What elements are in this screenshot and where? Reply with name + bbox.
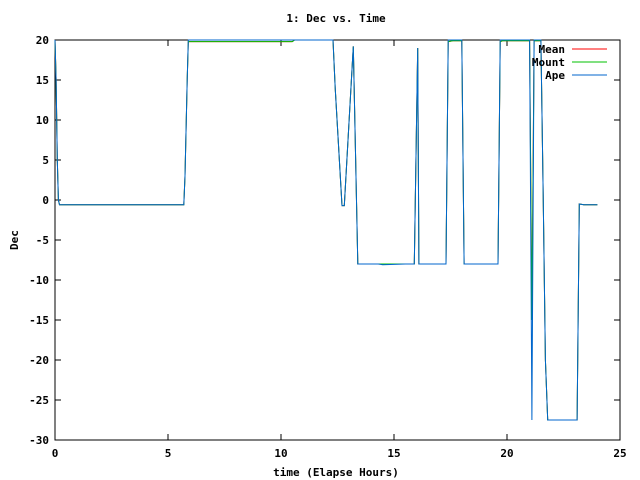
- series-line-mount: [54, 39, 598, 421]
- y-tick-label: -25: [29, 394, 49, 407]
- y-tick-label: 5: [42, 154, 49, 167]
- y-tick-label: 0: [42, 194, 49, 207]
- plot-frame: [54, 39, 621, 441]
- y-tick-label: -5: [36, 234, 49, 247]
- x-tick-label: 15: [387, 447, 400, 460]
- series-line-mean: [54, 39, 598, 421]
- x-tick-label: 0: [52, 447, 59, 460]
- y-tick-label: -15: [29, 314, 49, 327]
- series-lines: [54, 39, 598, 421]
- y-tick-label: 10: [36, 114, 49, 127]
- x-tick-label: 5: [165, 447, 172, 460]
- legend-label-ape: Ape: [545, 69, 565, 82]
- y-tick-label: -20: [29, 354, 49, 367]
- x-tick-label: 10: [274, 447, 287, 460]
- y-tick-label: -10: [29, 274, 49, 287]
- legend-label-mount: Mount: [532, 56, 565, 69]
- x-axis-label: time (Elapse Hours): [273, 466, 399, 479]
- y-tick-label: 20: [36, 34, 49, 47]
- y-tick-label: -30: [29, 434, 49, 447]
- y-tick-label: 15: [36, 74, 49, 87]
- chart-title: 1: Dec vs. Time: [286, 12, 386, 25]
- y-axis-label: Dec: [8, 230, 21, 250]
- x-tick-label: 20: [500, 447, 513, 460]
- legend-label-mean: Mean: [539, 43, 566, 56]
- series-line-ape: [54, 39, 598, 421]
- x-tick-label: 25: [613, 447, 626, 460]
